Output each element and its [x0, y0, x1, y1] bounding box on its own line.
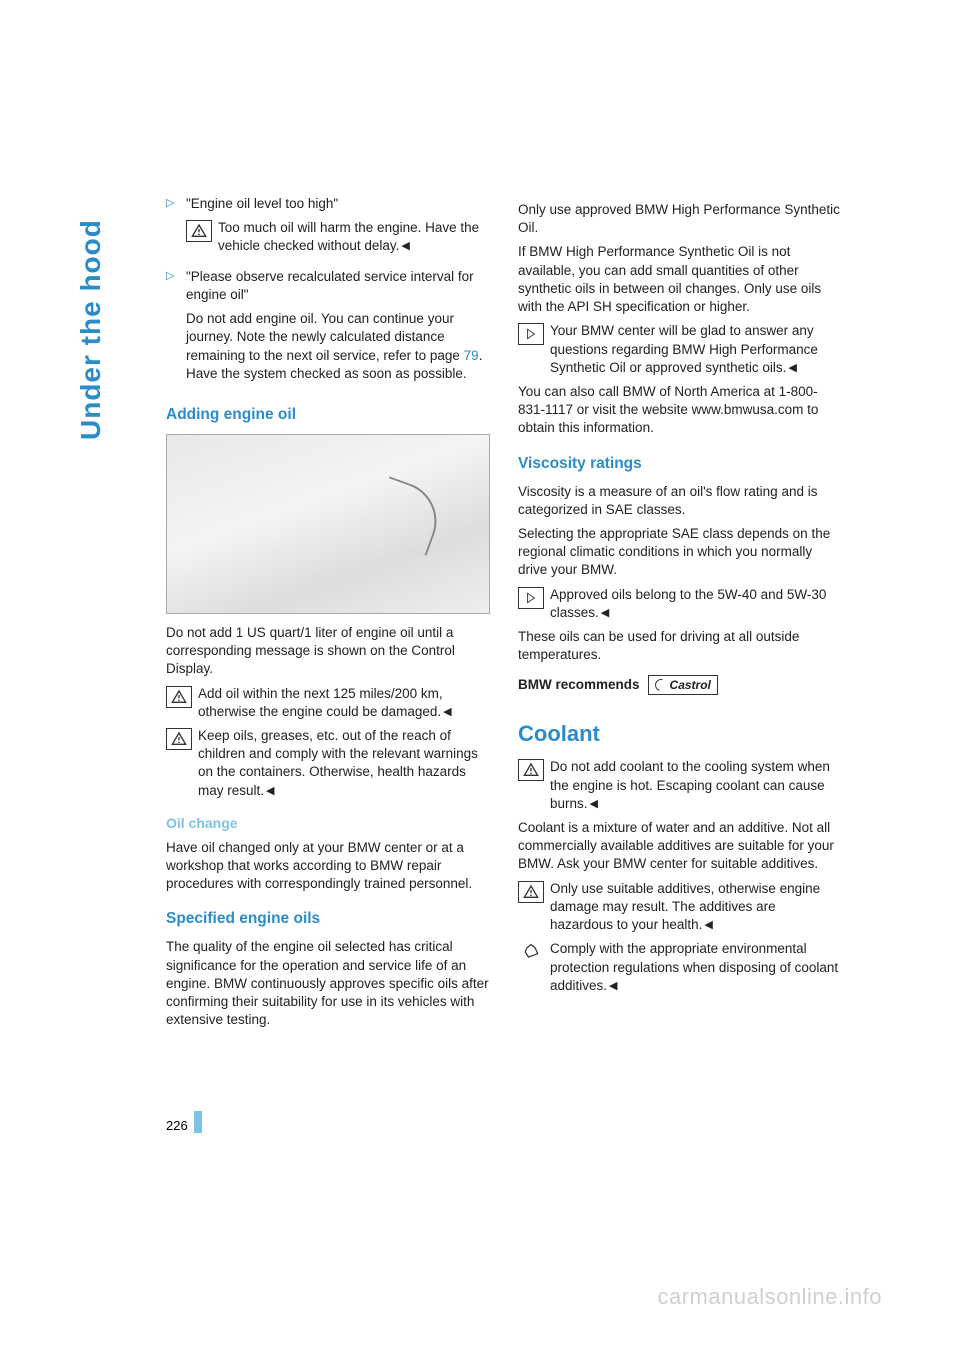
page-reference-link[interactable]: 79: [464, 348, 479, 363]
warning-icon: [518, 881, 544, 903]
end-marker-icon: ◀: [609, 980, 617, 992]
warning-text: Too much oil will harm the engine. Have …: [218, 219, 490, 255]
heading-viscosity: Viscosity ratings: [518, 454, 842, 475]
end-marker-icon: ◀: [788, 362, 796, 374]
page-number-bar-icon: [194, 1111, 202, 1133]
paragraph: These oils can be used for driving at al…: [518, 628, 842, 664]
paragraph: Viscosity is a measure of an oil's flow …: [518, 483, 842, 519]
text-span: Keep oils, greases, etc. out of the reac…: [198, 728, 478, 798]
column-right: Only use approved BMW High Performance S…: [518, 195, 842, 1035]
heading-specified-oils: Specified engine oils: [166, 909, 490, 930]
recycle-text: Comply with the appropriate environmenta…: [550, 940, 842, 995]
bullet-marker-icon: ▷: [166, 195, 176, 262]
text-span: Approved oils belong to the 5W-40 and 5W…: [550, 587, 826, 620]
quoted-message: "Please observe recalculated service int…: [186, 268, 490, 304]
end-marker-icon: ◀: [601, 607, 609, 619]
paragraph: Do not add 1 US quart/1 liter of engine …: [166, 624, 490, 679]
bmw-recommends-row: BMW recommends Castrol: [518, 675, 842, 695]
manual-page: Under the hood ▷ "Engine oil level too h…: [0, 0, 960, 1358]
footer-watermark: carmanualsonline.info: [657, 1284, 882, 1310]
end-marker-icon: ◀: [266, 785, 274, 797]
text-span: Your BMW center will be glad to answer a…: [550, 323, 818, 374]
warning-text: Keep oils, greases, etc. out of the reac…: [198, 727, 490, 800]
end-marker-icon: ◀: [704, 919, 712, 931]
heading-oil-change: Oil change: [166, 814, 490, 833]
text-span: Do not add engine oil. You can continue …: [186, 311, 464, 362]
engine-oil-figure: [166, 434, 490, 614]
recycle-icon: [518, 941, 544, 963]
castrol-text: Castrol: [670, 677, 711, 693]
heading-adding-oil: Adding engine oil: [166, 405, 490, 426]
castrol-swoosh-icon: [652, 676, 668, 692]
column-left: ▷ "Engine oil level too high" Too much o…: [166, 195, 490, 1035]
warning-text: Only use suitable additives, otherwise e…: [550, 880, 842, 935]
tip-callout: Your BMW center will be glad to answer a…: [518, 322, 842, 377]
two-column-content: ▷ "Engine oil level too high" Too much o…: [166, 195, 882, 1035]
warning-callout: Do not add coolant to the cooling system…: [518, 758, 842, 813]
warning-text: Do not add coolant to the cooling system…: [550, 758, 842, 813]
list-item-body: "Engine oil level too high" Too much oil…: [186, 195, 490, 262]
warning-icon: [166, 686, 192, 708]
end-marker-icon: ◀: [401, 240, 409, 252]
heading-coolant: Coolant: [518, 719, 842, 749]
text-span: Too much oil will harm the engine. Have …: [218, 220, 479, 253]
paragraph: Do not add engine oil. You can continue …: [186, 310, 490, 383]
tip-text: Approved oils belong to the 5W-40 and 5W…: [550, 586, 842, 622]
arrow-icon: [518, 587, 544, 609]
warning-icon: [166, 728, 192, 750]
page-number: 226: [166, 1118, 188, 1133]
paragraph: Coolant is a mixture of water and an add…: [518, 819, 842, 874]
section-title-vertical: Under the hood: [75, 219, 107, 440]
tip-callout: Approved oils belong to the 5W-40 and 5W…: [518, 586, 842, 622]
quoted-message: "Engine oil level too high": [186, 195, 490, 213]
warning-icon: [186, 220, 212, 242]
warning-text: Add oil within the next 125 miles/200 km…: [198, 685, 490, 721]
list-item: ▷ "Please observe recalculated service i…: [166, 268, 490, 389]
paragraph: The quality of the engine oil selected h…: [166, 938, 490, 1029]
paragraph: Selecting the appropriate SAE class depe…: [518, 525, 842, 580]
end-marker-icon: ◀: [443, 706, 451, 718]
page-number-block: 226: [166, 1111, 202, 1133]
paragraph: Have oil changed only at your BMW center…: [166, 839, 490, 894]
paragraph: Only use approved BMW High Performance S…: [518, 201, 842, 237]
list-item-body: "Please observe recalculated service int…: [186, 268, 490, 389]
text-span: Only use suitable additives, otherwise e…: [550, 881, 820, 932]
warning-callout: Keep oils, greases, etc. out of the reac…: [166, 727, 490, 800]
paragraph: You can also call BMW of North America a…: [518, 383, 842, 438]
warning-callout: Only use suitable additives, otherwise e…: [518, 880, 842, 935]
warning-callout: Too much oil will harm the engine. Have …: [186, 219, 490, 255]
recycle-callout: Comply with the appropriate environmenta…: [518, 940, 842, 995]
paragraph: If BMW High Performance Synthetic Oil is…: [518, 243, 842, 316]
text-span: Add oil within the next 125 miles/200 km…: [198, 686, 443, 719]
warning-callout: Add oil within the next 125 miles/200 km…: [166, 685, 490, 721]
tip-text: Your BMW center will be glad to answer a…: [550, 322, 842, 377]
arrow-icon: [518, 323, 544, 345]
castrol-badge: Castrol: [648, 675, 718, 695]
list-item: ▷ "Engine oil level too high" Too much o…: [166, 195, 490, 262]
text-span: Comply with the appropriate environmenta…: [550, 941, 838, 992]
bullet-marker-icon: ▷: [166, 268, 176, 389]
bmw-recommends-label: BMW recommends: [518, 676, 640, 694]
end-marker-icon: ◀: [590, 798, 598, 810]
warning-icon: [518, 759, 544, 781]
